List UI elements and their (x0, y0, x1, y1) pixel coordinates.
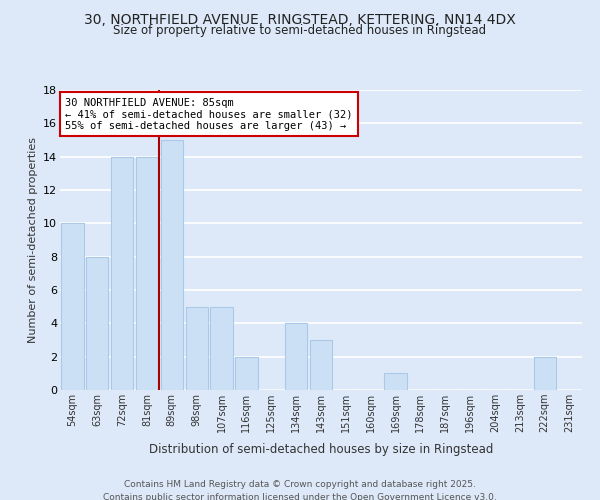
Bar (310, 340, 332, 390)
Bar (385, 374, 407, 390)
Bar (285, 324, 307, 390)
Bar (61, 224, 83, 390)
Bar (161, 140, 183, 390)
Text: Distribution of semi-detached houses by size in Ringstead: Distribution of semi-detached houses by … (149, 442, 493, 456)
Bar (86, 256, 109, 390)
Bar (185, 306, 208, 390)
Bar (111, 156, 133, 390)
Bar (533, 356, 556, 390)
Text: Contains HM Land Registry data © Crown copyright and database right 2025.
Contai: Contains HM Land Registry data © Crown c… (103, 480, 497, 500)
Bar (136, 156, 158, 390)
Y-axis label: Number of semi-detached properties: Number of semi-detached properties (28, 137, 38, 343)
Text: Size of property relative to semi-detached houses in Ringstead: Size of property relative to semi-detach… (113, 24, 487, 37)
Text: 30 NORTHFIELD AVENUE: 85sqm
← 41% of semi-detached houses are smaller (32)
55% o: 30 NORTHFIELD AVENUE: 85sqm ← 41% of sem… (65, 98, 353, 130)
Bar (235, 356, 257, 390)
Text: 30, NORTHFIELD AVENUE, RINGSTEAD, KETTERING, NN14 4DX: 30, NORTHFIELD AVENUE, RINGSTEAD, KETTER… (84, 12, 516, 26)
Bar (211, 306, 233, 390)
